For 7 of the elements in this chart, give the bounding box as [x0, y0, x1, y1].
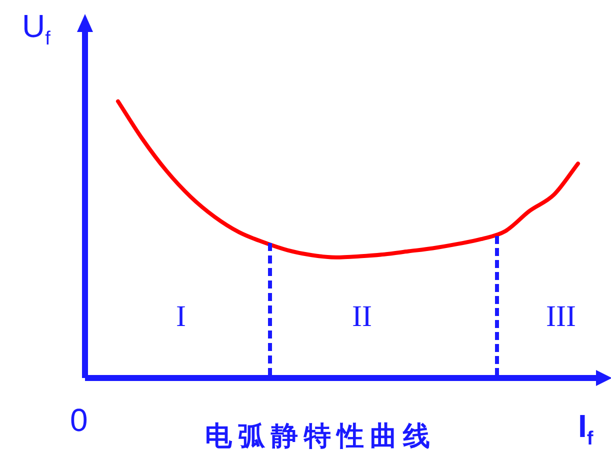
annotation: III	[546, 300, 576, 334]
x-axis-title: I$_{f}$	[578, 408, 594, 450]
annotation: II	[352, 300, 372, 334]
annotation: I	[176, 300, 186, 334]
text: 电弧静特性曲线	[205, 420, 436, 454]
text: 0	[70, 402, 88, 439]
y-axis-title: U$_{f}$	[22, 8, 50, 50]
